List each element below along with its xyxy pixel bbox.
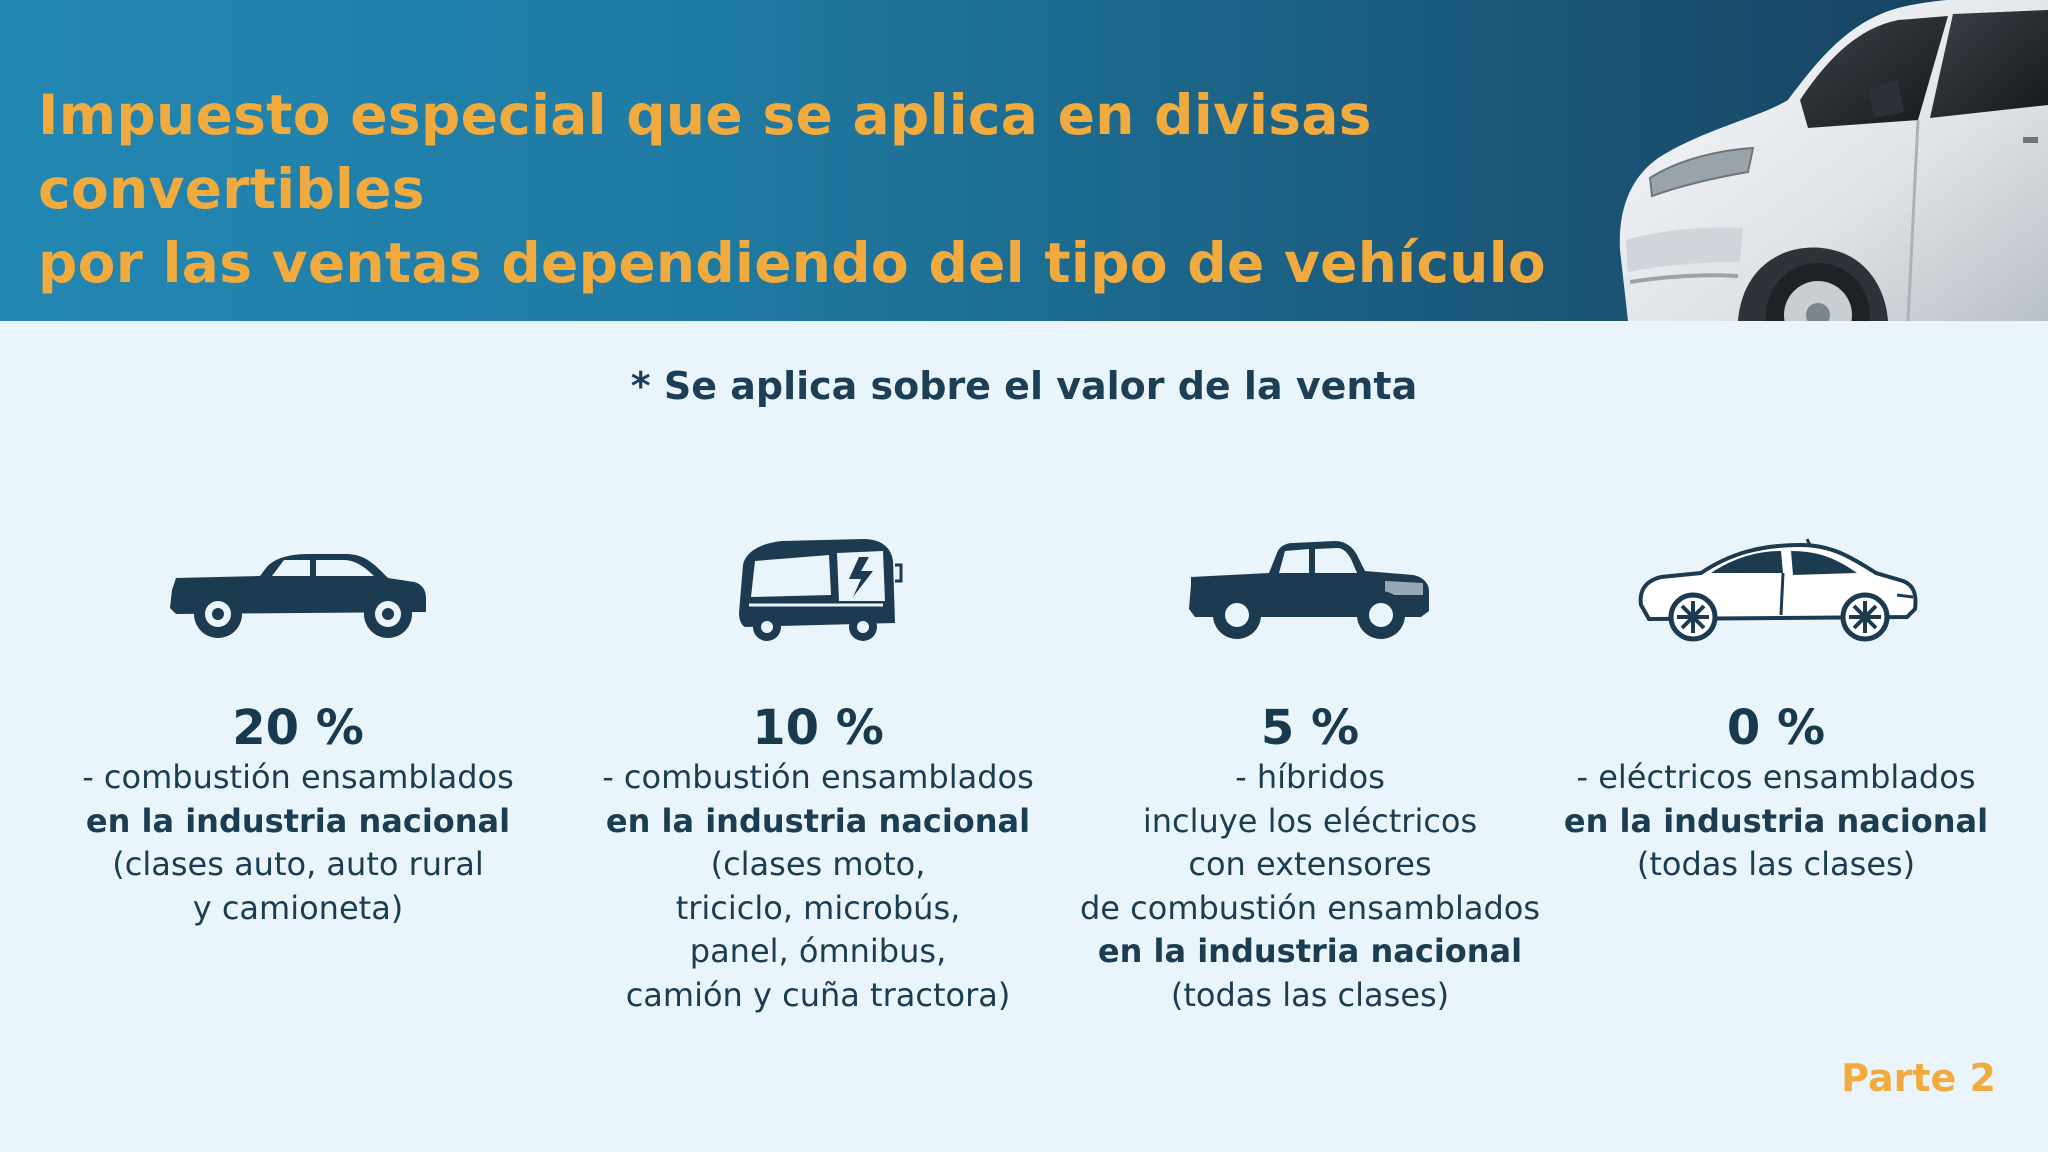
description-line: (todas las clases) (1636, 845, 1916, 883)
description-line: con extensores (1188, 845, 1432, 883)
tax-rate-percent: 0 % (1726, 700, 1826, 756)
electric-car-icon (1526, 520, 2026, 660)
page-title: Impuesto especial que se aplica en divis… (38, 78, 1678, 300)
tax-rate-percent: 10 % (752, 700, 884, 756)
description-line: (clases moto, (710, 845, 926, 883)
title-line-2: por las ventas dependiendo del tipo de v… (38, 231, 1546, 295)
description-line: (clases auto, auto rural (112, 845, 484, 883)
description-line-bold: en la industria nacional (605, 801, 1031, 840)
description-line: panel, ómnibus, (689, 932, 947, 970)
description-line: incluye los eléctricos (1142, 801, 1478, 840)
description-line-bold: en la industria nacional (85, 801, 511, 840)
description-line: - eléctricos ensamblados (1576, 758, 1976, 796)
pickup-truck-icon (48, 520, 548, 660)
header-banner: Impuesto especial que se aplica en divis… (0, 0, 2048, 321)
tax-rate-description: - combustión ensamblados en la industria… (48, 756, 548, 930)
description-line: triciclo, microbús, (675, 888, 961, 927)
category-column-20: 20 % - combustión ensamblados en la indu… (48, 520, 548, 930)
category-column-0: 0 % - eléctricos ensamblados en la indus… (1526, 520, 2026, 887)
tax-rate-description: - combustión ensamblados en la industria… (568, 756, 1068, 1017)
category-column-5: 5 % - híbridos incluye los eléctricos co… (1060, 520, 1560, 1017)
hybrid-pickup-icon (1060, 520, 1560, 660)
description-line: camión y cuña tractora) (625, 975, 1011, 1014)
category-column-10: 10 % - combustión ensamblados en la indu… (568, 520, 1068, 1017)
tax-base-note: * Se aplica sobre el valor de la venta (630, 364, 1418, 408)
description-line: - combustión ensamblados (82, 758, 514, 796)
white-van-image (1619, 0, 2048, 321)
description-line: (todas las clases) (1170, 975, 1450, 1014)
part-label: Parte 2 (1841, 1056, 1996, 1100)
tax-rate-description: - híbridos incluye los eléctricos con ex… (1060, 756, 1560, 1017)
description-line: de combustión ensamblados (1079, 888, 1541, 927)
description-line: - combustión ensamblados (602, 758, 1034, 796)
tax-rate-percent: 20 % (232, 700, 364, 756)
tax-rate-description: - eléctricos ensamblados en la industria… (1526, 756, 2026, 887)
description-line: y camioneta) (192, 888, 404, 927)
description-line: - híbridos (1235, 758, 1385, 796)
description-line-bold: en la industria nacional (1563, 801, 1989, 840)
title-line-1: Impuesto especial que se aplica en divis… (38, 83, 1372, 221)
electric-bus-icon (568, 520, 1068, 660)
description-line-bold: en la industria nacional (1097, 932, 1523, 970)
tax-rate-percent: 5 % (1260, 700, 1360, 756)
